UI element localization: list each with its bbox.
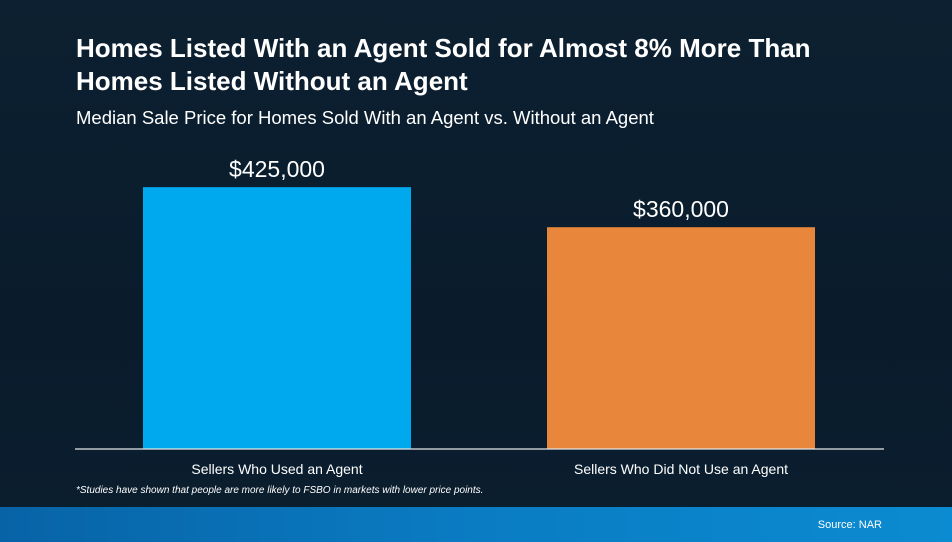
source-label: Source: NAR bbox=[817, 519, 882, 531]
footnote: *Studies have shown that people are more… bbox=[76, 485, 484, 496]
footer-band bbox=[0, 507, 952, 542]
chart-title: Homes Listed With an Agent Sold for Almo… bbox=[76, 33, 811, 96]
data-label-1: $425,000 bbox=[229, 156, 325, 182]
bar-1 bbox=[143, 187, 411, 449]
bar-chart: $425,000 Sellers Who Used an Agent $360,00… bbox=[75, 156, 884, 477]
category-label-2: Sellers Who Did Not Use an Agent bbox=[574, 461, 788, 477]
chart-subtitle: Median Sale Price for Homes Sold With an… bbox=[76, 107, 654, 128]
data-label-2: $360,000 bbox=[633, 196, 729, 222]
bar-2 bbox=[547, 227, 815, 449]
category-label-1: Sellers Who Used an Agent bbox=[191, 461, 362, 477]
